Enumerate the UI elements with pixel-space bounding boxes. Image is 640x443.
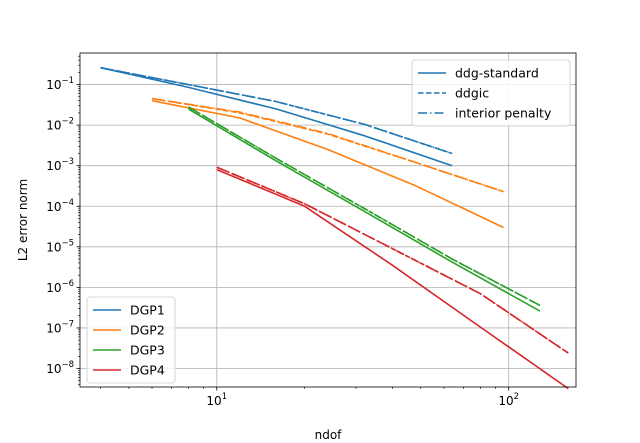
y-tick-label-exponent: −4 <box>61 198 74 208</box>
x-axis-label: ndof <box>315 428 343 442</box>
y-tick-label-exponent: −8 <box>61 360 74 370</box>
y-tick-label: 10−7 <box>46 319 74 335</box>
legend-entry-label: DGP4 <box>130 363 165 378</box>
y-tick-label: 10−8 <box>46 360 74 376</box>
legend-entry-label: DGP3 <box>130 343 165 358</box>
y-tick-label-base: 10 <box>46 119 61 133</box>
legend-entry-label: interior penalty <box>455 106 552 121</box>
y-tick-label-exponent: −2 <box>61 117 74 127</box>
x-tick-label-base: 10 <box>498 394 513 408</box>
legend-entry-label: DGP2 <box>130 323 165 338</box>
legend-entry-label: ddgic <box>455 86 489 101</box>
legend-methods-box <box>411 59 571 127</box>
x-tick-label-exponent: 1 <box>222 392 227 402</box>
legend-entry-label: ddg-standard <box>455 66 539 81</box>
plot-frame <box>79 52 577 388</box>
y-tick-label: 10−6 <box>46 279 74 295</box>
data-series <box>100 66 569 390</box>
series-dgp2-interior-penalty <box>151 97 504 193</box>
legend-degrees-box <box>86 296 176 384</box>
y-tick-label-exponent: −6 <box>61 279 74 289</box>
y-tick-label: 10−1 <box>46 76 74 92</box>
series-dgp4-interior-penalty <box>216 166 569 354</box>
x-tick-label-exponent: 2 <box>514 392 519 402</box>
y-tick-label: 10−5 <box>46 238 74 254</box>
y-tick-label-base: 10 <box>46 200 61 214</box>
y-tick-label-exponent: −3 <box>61 157 74 167</box>
y-axis-label: L2 error norm <box>16 179 30 261</box>
y-tick-label: 10−4 <box>46 198 74 214</box>
y-tick-label-base: 10 <box>46 240 61 254</box>
legend-degrees: DGP1 DGP2 DGP3 DGP4 <box>86 296 176 384</box>
series-dgp3-interior-penalty <box>188 106 541 307</box>
y-tick-label-base: 10 <box>46 321 61 335</box>
y-tick-label-base: 10 <box>46 78 61 92</box>
y-tick-label-exponent: −5 <box>61 238 74 248</box>
legend-entry-label: DGP1 <box>130 303 165 318</box>
series-dgp3-ddg-standard <box>188 108 541 312</box>
y-tick-label-exponent: −7 <box>61 319 74 329</box>
series-dgp2-ddg-standard <box>151 99 504 229</box>
x-tick-label: 101 <box>206 392 227 408</box>
y-tick-label-base: 10 <box>46 362 61 376</box>
x-tick-label-base: 10 <box>206 394 221 408</box>
y-tick-label: 10−3 <box>46 157 74 173</box>
series-dgp1-interior-penalty <box>100 66 453 155</box>
y-tick-label: 10−2 <box>46 117 74 133</box>
x-tick-label: 102 <box>498 392 519 408</box>
y-tick-label-exponent: −1 <box>61 76 74 86</box>
y-tick-label-base: 10 <box>46 281 61 295</box>
series-dgp1-ddg-standard <box>100 66 453 167</box>
y-tick-label-base: 10 <box>46 159 61 173</box>
series-dgp2-ddgic <box>151 97 504 193</box>
series-dgp4-ddg-standard <box>216 168 569 390</box>
legend-methods: ddg-standard ddgic interior penalty <box>411 59 571 127</box>
